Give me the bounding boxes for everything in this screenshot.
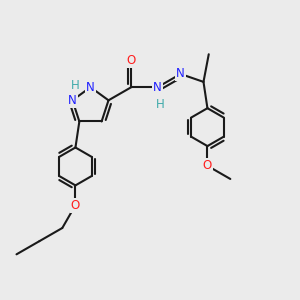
Text: O: O	[127, 54, 136, 67]
Text: N: N	[68, 94, 77, 107]
Text: H: H	[156, 98, 165, 111]
Text: N: N	[86, 81, 95, 94]
Text: H: H	[71, 79, 80, 92]
Text: N: N	[153, 81, 162, 94]
Text: O: O	[71, 199, 80, 212]
Text: O: O	[203, 159, 212, 172]
Text: N: N	[176, 68, 185, 80]
